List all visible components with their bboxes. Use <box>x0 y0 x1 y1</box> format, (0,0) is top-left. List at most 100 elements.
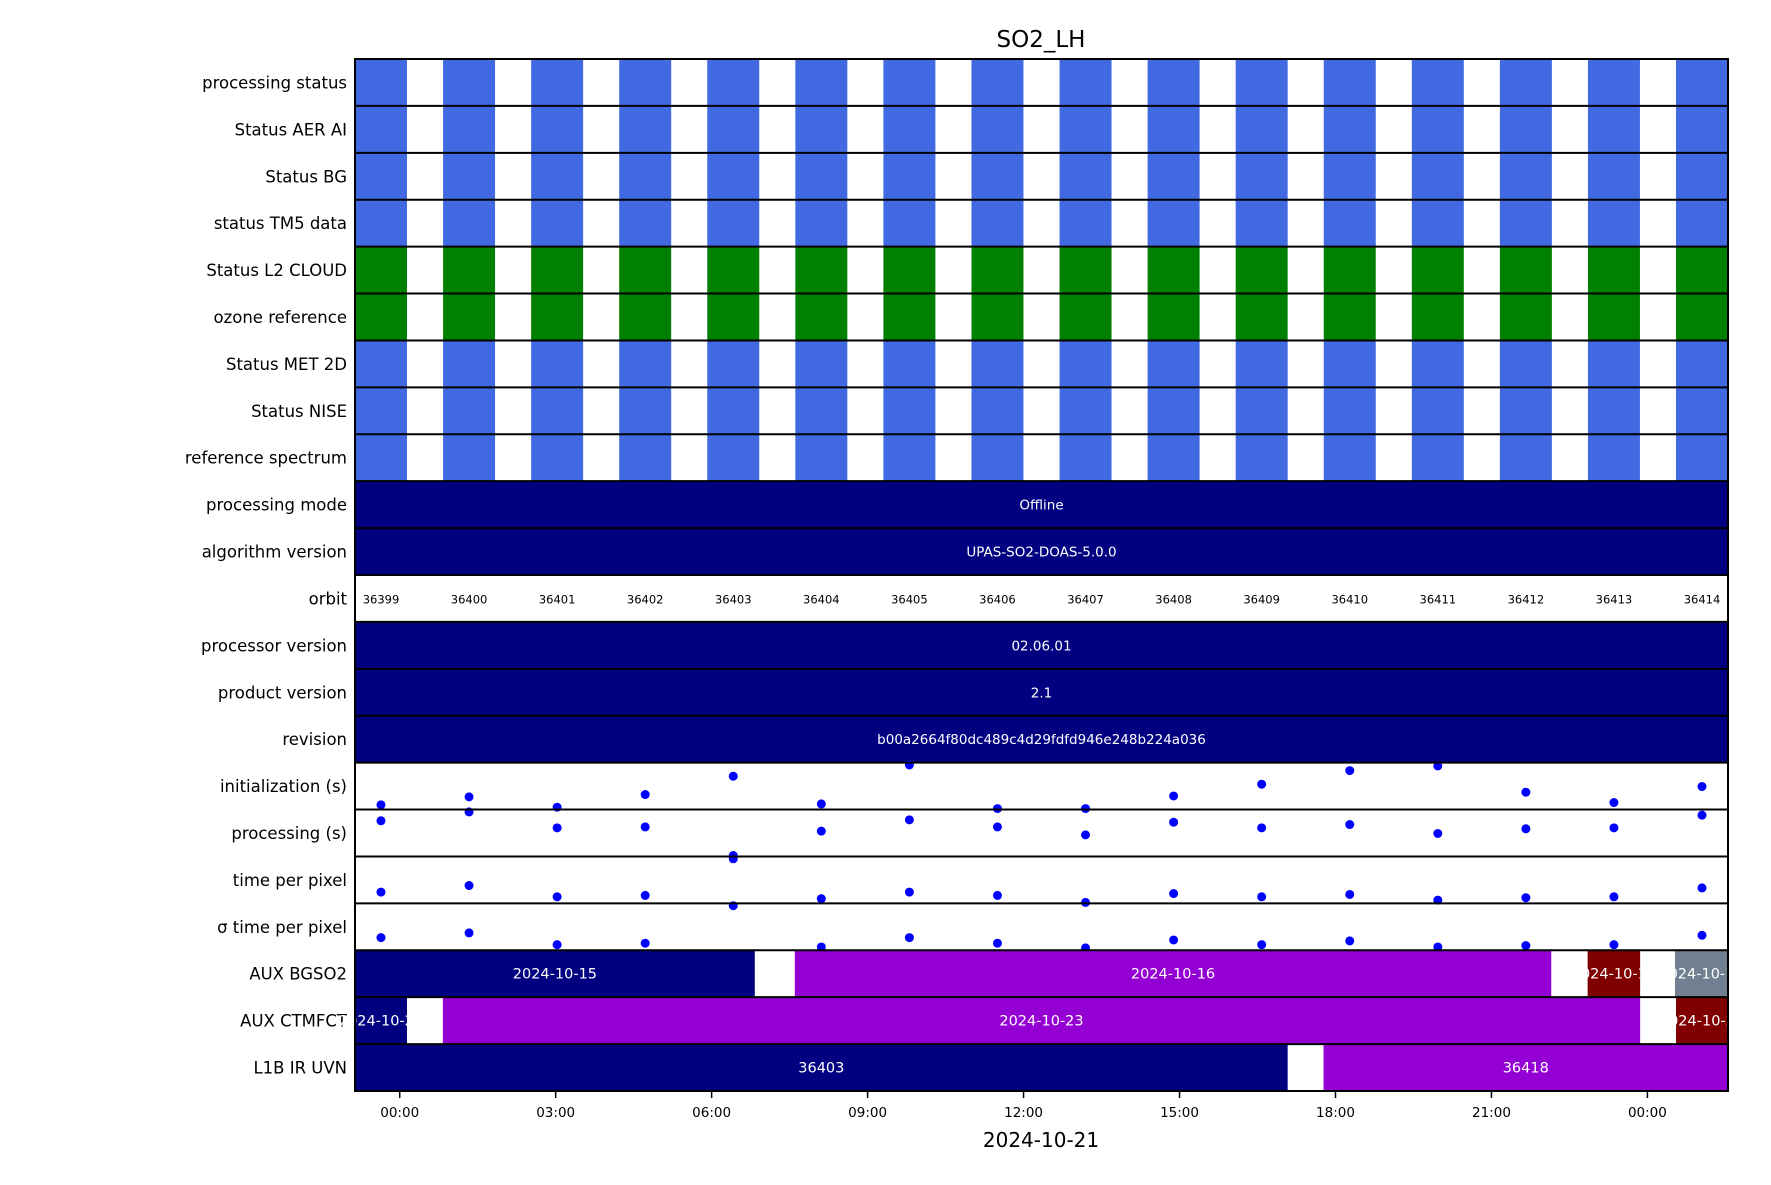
status-bar <box>443 199 496 247</box>
status-bar <box>1587 434 1640 482</box>
status-bar <box>1235 340 1288 388</box>
data-point <box>816 826 826 836</box>
x-tick-label: 18:00 <box>1316 1105 1355 1121</box>
segment-label: 2024-10-23 <box>999 1014 1083 1030</box>
status-bar <box>1676 152 1728 200</box>
status-bar <box>619 199 672 247</box>
status-bar <box>1323 387 1376 435</box>
data-point <box>1433 942 1443 952</box>
data-point <box>1697 930 1707 940</box>
status-bar <box>1676 340 1728 388</box>
data-point <box>816 942 826 952</box>
status-bar <box>971 434 1024 482</box>
status-bar <box>531 199 584 247</box>
value-bar-label: b00a2664f80dc489c4d29fdfd946e248b224a036 <box>877 732 1206 748</box>
status-bar <box>355 293 407 341</box>
data-point <box>1697 883 1707 893</box>
segment-bar <box>442 997 1641 1045</box>
status-bar <box>1059 105 1112 153</box>
row-label: ozone reference <box>214 308 348 327</box>
row-label: orbit <box>309 589 348 608</box>
status-bar <box>795 387 848 435</box>
status-bar <box>1676 293 1728 341</box>
chart-rows: processing status Status AER AI Status BG s… <box>185 58 1744 1092</box>
data-point <box>376 887 386 897</box>
status-bar <box>1411 246 1464 294</box>
data-point <box>640 938 650 948</box>
data-point <box>1609 823 1619 833</box>
status-bar <box>971 387 1024 435</box>
status-bar <box>971 105 1024 153</box>
status-bar <box>883 105 936 153</box>
data-point <box>1433 828 1443 838</box>
status-bar <box>1587 105 1640 153</box>
data-point <box>376 933 386 943</box>
data-point <box>1521 941 1531 951</box>
status-bar <box>707 152 760 200</box>
status-bar <box>531 434 584 482</box>
data-point <box>1169 817 1179 827</box>
orbit-label: 36414 <box>1684 592 1721 606</box>
orbit-label: 36412 <box>1508 592 1545 606</box>
status-bar <box>619 105 672 153</box>
row-label: algorithm version <box>202 543 347 562</box>
status-bar <box>531 340 584 388</box>
status-bar <box>707 340 760 388</box>
segment-bar <box>1587 950 1641 998</box>
status-bar <box>1235 59 1288 106</box>
status-bar <box>707 434 760 482</box>
data-point <box>904 815 914 825</box>
x-tick-label: 15:00 <box>1160 1105 1199 1121</box>
status-bar <box>531 293 584 341</box>
status-bar <box>1499 387 1552 435</box>
status-bar <box>1676 105 1728 153</box>
status-bar <box>1499 246 1552 294</box>
segment-label: 2024-10-15 <box>513 967 597 983</box>
status-bar <box>531 152 584 200</box>
orbit-label: 36405 <box>891 592 928 606</box>
data-point <box>1169 935 1179 945</box>
status-bar <box>443 434 496 482</box>
status-bar <box>1059 434 1112 482</box>
orbit-label: 36404 <box>803 592 840 606</box>
status-bar <box>1235 387 1288 435</box>
row-label: Status BG <box>265 167 347 186</box>
status-bar <box>707 59 760 106</box>
status-bar <box>707 387 760 435</box>
status-bar <box>1411 387 1464 435</box>
status-bar <box>619 246 672 294</box>
data-point <box>552 940 562 950</box>
status-bar <box>355 246 407 294</box>
row-ozone-reference <box>355 293 1728 341</box>
status-bar <box>707 199 760 247</box>
data-point <box>992 890 1002 900</box>
status-bar <box>707 246 760 294</box>
value-bar <box>355 528 1728 575</box>
data-point <box>1697 810 1707 820</box>
status-bar <box>1676 246 1728 294</box>
status-bar <box>1587 152 1640 200</box>
status-bar <box>1235 434 1288 482</box>
x-tick-label: 03:00 <box>536 1105 575 1121</box>
status-bar <box>1587 293 1640 341</box>
status-bar <box>1411 293 1464 341</box>
segment-label: 2024-10-16 <box>1659 967 1743 983</box>
orbit-label: 36413 <box>1596 592 1633 606</box>
row-label: Status AER AI <box>235 120 347 139</box>
data-point <box>1169 889 1179 899</box>
status-bar <box>443 59 496 106</box>
status-bar <box>1587 199 1640 247</box>
data-point <box>728 771 738 781</box>
data-point <box>1521 787 1531 797</box>
status-bar <box>883 59 936 106</box>
row-orbit: 36399 36400 36401 36402 36403 36404 36405 36406… <box>363 592 1721 606</box>
row-label: processing (s) <box>231 824 347 843</box>
orbit-label: 36399 <box>363 592 400 606</box>
status-bar <box>1235 199 1288 247</box>
value-bar-label: Offline <box>1019 498 1063 514</box>
x-tick-label: 09:00 <box>848 1105 887 1121</box>
status-bar <box>795 246 848 294</box>
row-label: product version <box>218 683 347 702</box>
orbit-label: 36403 <box>715 592 752 606</box>
